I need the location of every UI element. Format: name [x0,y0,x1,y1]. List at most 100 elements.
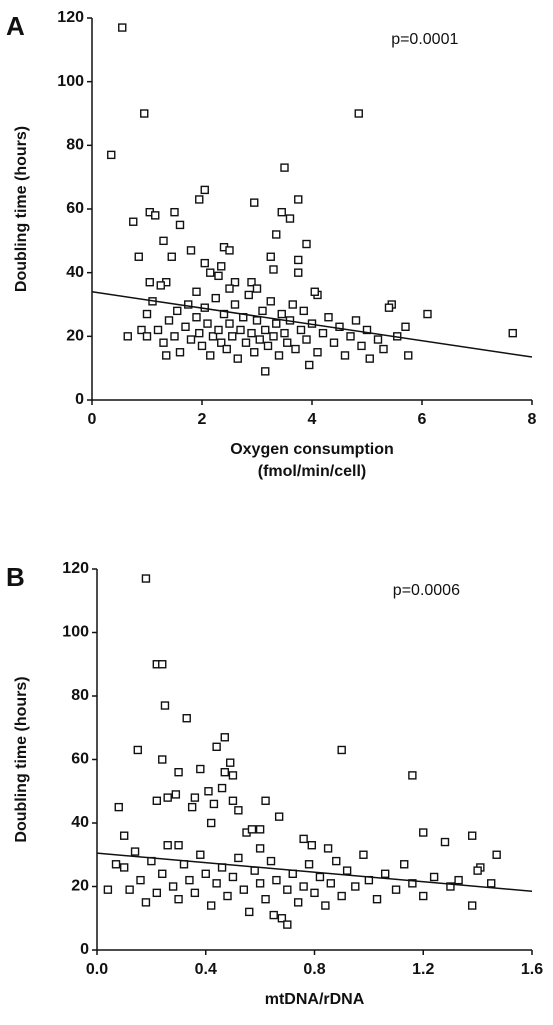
point [217,783,227,793]
x-tick-label: 8 [528,411,537,428]
point [174,768,183,777]
point [492,850,501,859]
point [186,246,196,255]
point [173,306,182,316]
point [384,303,394,312]
point [255,825,265,834]
point [203,319,212,328]
trend-line [91,291,533,358]
x-tick-label: 6 [418,411,427,428]
point [467,831,477,840]
y-tick-label: 120 [62,560,89,577]
x-tick-label: 1.2 [412,961,434,978]
point [304,860,314,869]
point [163,793,172,802]
point [162,351,171,360]
point [342,866,352,875]
point [197,341,207,351]
point [214,271,223,281]
point [245,907,254,917]
point [266,252,275,261]
point [175,348,185,357]
point [141,898,151,907]
point [123,332,132,341]
point [272,875,281,885]
point [266,856,276,866]
point [372,895,382,904]
point [419,828,428,837]
point [250,866,259,875]
point [142,332,152,341]
point [283,338,292,347]
point [170,207,179,217]
point [247,278,256,287]
point [283,920,292,929]
point [296,325,306,335]
point [272,319,281,328]
trend-line [96,852,533,893]
x-axis-label: mtDNA/rDNA [265,991,365,1008]
point [299,306,308,316]
point [236,325,245,335]
y-tick-label: 100 [62,624,89,641]
point [168,882,178,891]
point [337,891,346,901]
point [200,258,209,268]
point [226,758,235,767]
point [174,895,183,904]
point [167,252,176,261]
point [255,335,264,344]
point [277,207,286,217]
point [404,351,413,360]
point [228,796,238,805]
point [196,850,205,859]
point [171,790,181,799]
point [186,335,196,344]
point [400,860,409,869]
point [151,211,160,220]
point [125,885,134,894]
point [159,236,168,246]
point [423,309,432,319]
point [346,332,355,341]
point [454,875,463,885]
point [145,278,154,287]
point [181,322,190,331]
point [158,660,167,669]
y-tick-label: 60 [71,751,89,768]
point [163,841,172,850]
x-tick-label: 0.4 [195,961,217,978]
point [241,338,251,347]
point [225,246,234,255]
point [214,325,223,335]
point [335,322,344,331]
point [340,351,350,360]
point [446,882,455,891]
point [310,888,319,898]
point [255,844,265,853]
point [206,351,215,360]
point [137,325,146,335]
point [288,300,297,309]
x-tick-label: 2 [198,411,207,428]
point [288,869,297,878]
point [187,802,197,812]
point [153,325,163,335]
point [228,332,237,341]
point [294,195,303,204]
panel-label: A [6,11,25,41]
point [379,344,388,354]
point [269,265,278,274]
point [252,316,262,325]
point [269,910,278,920]
point [258,306,267,316]
y-axis-label: Doubling time (hours) [13,126,30,292]
point [247,328,256,338]
point [266,297,275,306]
point [200,185,209,195]
point [294,268,303,277]
point [332,856,341,866]
point [351,882,360,891]
point [487,879,496,888]
point [208,332,218,341]
